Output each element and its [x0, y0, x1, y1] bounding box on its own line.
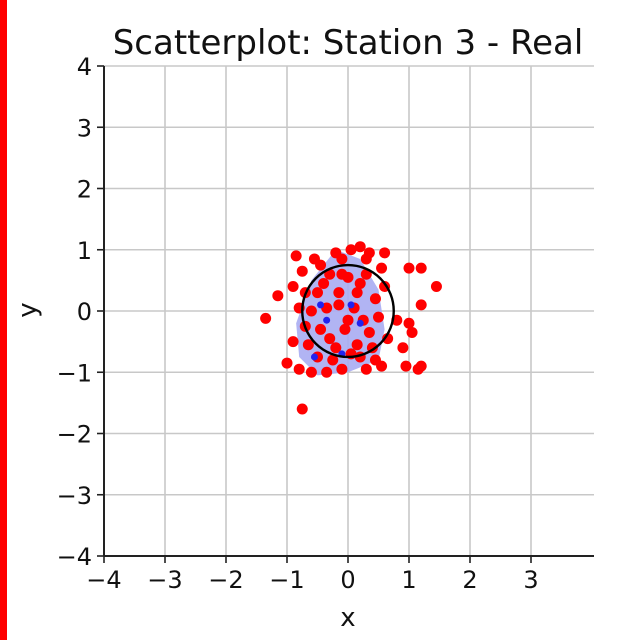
data-point-red	[430, 281, 442, 292]
data-point-blue	[347, 301, 355, 309]
x-tick-label: 1	[401, 566, 416, 594]
y-tick-label: 2	[77, 176, 92, 204]
y-tick-label: 4	[77, 53, 92, 81]
data-point-red	[327, 354, 339, 366]
data-point-red	[345, 244, 357, 256]
data-point-red	[336, 268, 348, 280]
data-point-red	[360, 268, 372, 280]
x-tick-label: −4	[86, 566, 121, 594]
y-tick-label: −3	[57, 482, 92, 510]
grid	[104, 65, 594, 556]
data-point-red	[363, 326, 375, 338]
data-point-red	[324, 333, 336, 345]
data-point-red	[415, 262, 427, 274]
data-point-red	[360, 363, 372, 375]
data-point-red	[315, 323, 327, 335]
data-point-red	[293, 363, 305, 375]
data-point-red	[336, 363, 348, 375]
data-point-red	[351, 287, 363, 299]
data-point-red	[369, 354, 381, 366]
points-layer	[260, 241, 442, 415]
data-point-red	[272, 290, 284, 302]
data-point-red	[296, 265, 308, 277]
data-point-red	[376, 262, 388, 274]
data-point-red	[360, 253, 372, 265]
data-point-red	[330, 342, 342, 354]
data-point-red	[339, 323, 351, 335]
data-point-red	[415, 360, 427, 372]
data-point-red	[354, 277, 366, 289]
data-point-red	[415, 299, 427, 311]
y-tick-label: −2	[57, 421, 92, 449]
data-point-red	[260, 312, 272, 324]
x-axis-label: x	[340, 603, 355, 633]
data-point-red	[321, 366, 333, 378]
x-tick-label: −1	[269, 566, 304, 594]
y-tick-label: 1	[77, 237, 92, 265]
data-point-red	[333, 287, 345, 299]
reference-circle	[301, 263, 395, 359]
data-point-blue	[356, 319, 364, 327]
y-tick-label: 0	[77, 298, 92, 326]
data-point-red	[324, 268, 336, 280]
tick-labels: −4 −3 −2 −1 0 1 2 3 4 3 2 1 0 −1 −2 −3 −4	[57, 53, 539, 594]
y-tick-label: 3	[77, 114, 92, 142]
data-point-red	[354, 241, 366, 253]
data-point-red	[403, 317, 415, 329]
data-point-red	[287, 281, 299, 292]
y-tick-label: −1	[57, 359, 92, 387]
data-point-red	[369, 293, 381, 305]
data-point-blue	[317, 301, 325, 309]
data-point-red	[290, 250, 302, 262]
chart-title: Scatterplot: Station 3 - Real	[113, 23, 584, 63]
data-point-blue	[310, 353, 318, 361]
data-point-red	[351, 339, 363, 351]
x-tick-label: −3	[147, 566, 182, 594]
x-tick-label: 2	[462, 566, 477, 594]
data-point-red	[296, 403, 308, 415]
data-point-red	[379, 247, 391, 259]
circle-layer	[301, 263, 395, 359]
data-point-red	[287, 336, 299, 348]
data-point-red	[281, 357, 293, 369]
data-point-red	[333, 299, 345, 311]
x-tick-label: 0	[340, 566, 355, 594]
data-point-red	[397, 342, 409, 354]
data-point-red	[305, 305, 317, 317]
data-point-red	[318, 277, 330, 289]
data-point-blue	[323, 316, 331, 324]
y-tick-label: −4	[57, 543, 92, 571]
data-point-red	[312, 287, 323, 299]
left-edge-bar	[0, 0, 7, 640]
data-point-red	[336, 253, 348, 265]
data-point-red	[403, 262, 415, 274]
y-axis-label: y	[13, 302, 43, 317]
data-point-red	[406, 326, 418, 338]
data-point-red	[342, 314, 354, 326]
data-point-red	[302, 339, 314, 351]
data-point-red	[308, 253, 320, 265]
data-point-red	[400, 360, 412, 372]
x-tick-label: −2	[208, 566, 243, 594]
x-tick-label: 3	[523, 566, 538, 594]
data-point-red	[382, 333, 394, 345]
data-point-red	[373, 311, 384, 323]
data-point-red	[305, 366, 317, 378]
